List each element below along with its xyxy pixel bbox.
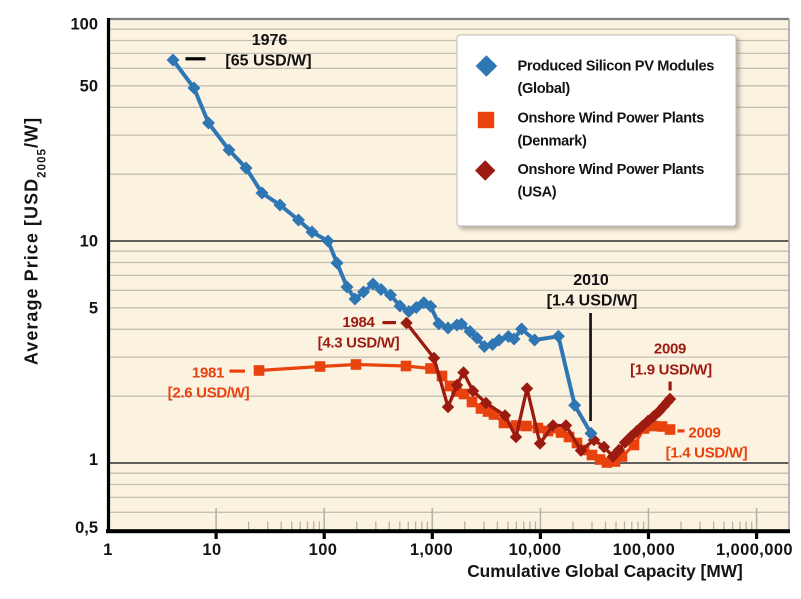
svg-text:1984: 1984 [342,314,375,331]
svg-text:Onshore Wind Power Plants: Onshore Wind Power Plants [518,162,705,178]
svg-text:10: 10 [80,233,98,251]
svg-text:1981: 1981 [192,365,224,382]
svg-text:(Denmark): (Denmark) [518,134,588,150]
svg-text:10: 10 [202,541,221,559]
svg-text:100: 100 [309,541,338,559]
svg-text:[65 USD/W]: [65 USD/W] [225,53,311,70]
svg-text:Produced Silicon PV Modules: Produced Silicon PV Modules [518,59,715,75]
svg-text:0,5: 0,5 [75,519,98,537]
svg-text:10,000: 10,000 [509,541,562,559]
svg-text:[4.3 USD/W]: [4.3 USD/W] [318,335,400,352]
svg-text:100: 100 [70,16,98,34]
svg-text:50: 50 [80,78,98,96]
svg-text:2009: 2009 [688,425,720,442]
svg-text:(USA): (USA) [518,185,557,201]
svg-text:100,000: 100,000 [613,541,675,559]
svg-text:Onshore Wind Power Plants: Onshore Wind Power Plants [518,111,705,127]
svg-text:1: 1 [89,451,98,469]
svg-text:2010: 2010 [573,272,609,289]
svg-text:Cumulative Global Capacity [MW: Cumulative Global Capacity [MW] [467,561,743,581]
svg-text:[2.6 USD/W]: [2.6 USD/W] [168,385,250,402]
svg-text:1: 1 [103,541,113,559]
svg-text:2009: 2009 [654,341,686,358]
svg-text:[1.4 USD/W]: [1.4 USD/W] [666,445,748,462]
svg-text:[1.9 USD/W]: [1.9 USD/W] [630,362,712,379]
svg-text:[1.4 USD/W]: [1.4 USD/W] [547,293,638,310]
svg-text:(Global): (Global) [518,81,571,97]
svg-text:1976: 1976 [252,32,288,49]
svg-text:5: 5 [89,300,98,318]
svg-text:1,000: 1,000 [410,541,453,559]
svg-text:1,000,000: 1,000,000 [716,541,793,559]
